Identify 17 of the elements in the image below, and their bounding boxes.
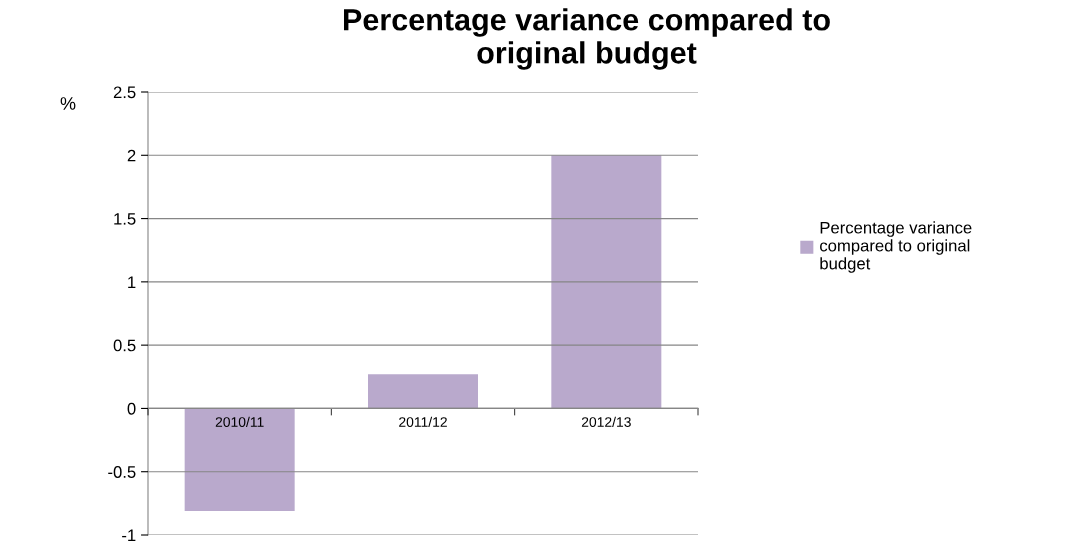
bar	[551, 155, 662, 409]
bar	[184, 408, 295, 511]
y-tick-label: 0	[127, 402, 136, 415]
legend-label: Percentage variance compared to original budget	[820, 221, 972, 273]
y-tick-label: -1	[122, 529, 136, 542]
y-tick-label: 1	[128, 276, 136, 288]
chart-title: Percentage variance compared to original budget	[344, 8, 830, 70]
x-tick-label: 2010/11	[215, 416, 264, 427]
y-tick-label: 2.5	[113, 86, 136, 99]
y-tick-label: 2	[127, 149, 136, 162]
y-axis-title: %	[60, 97, 76, 110]
y-tick-label: -0.5	[108, 466, 136, 478]
bar	[368, 374, 478, 409]
x-tick-label: 2012/13	[581, 416, 631, 427]
y-tick-label: 0.5	[113, 339, 136, 352]
y-tick-label: 1.5	[114, 213, 136, 225]
x-tick-label: 2011/12	[399, 416, 447, 427]
